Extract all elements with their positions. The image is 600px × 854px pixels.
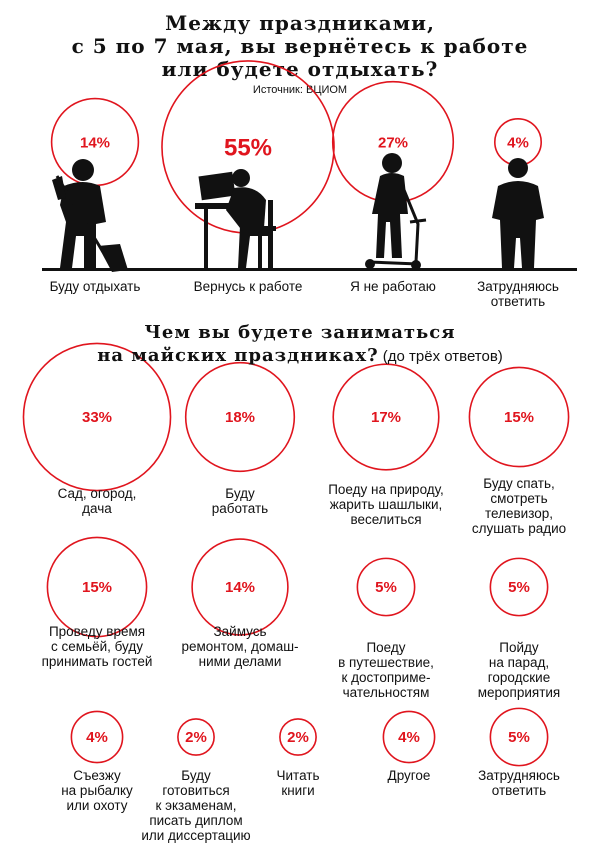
category-label-q2-0: Сад, огород, дача xyxy=(57,486,137,516)
bubble-q2-4 xyxy=(46,536,148,638)
bubble-q2-5 xyxy=(191,538,289,636)
bubble-q2-11 xyxy=(382,710,436,764)
category-label-q2-9: Буду готовиться к экзаменам, писать дипл… xyxy=(141,768,251,843)
value-label-q1-2: 27% xyxy=(378,134,408,151)
title-line-1: Между праздниками, xyxy=(165,11,435,35)
category-label-q2-1: Буду работать xyxy=(211,486,269,516)
category-label-q2-2: Поеду на природу, жарить шашлыки, весели… xyxy=(328,482,444,527)
bubble-q2-8 xyxy=(70,710,124,764)
title-line-2: с 5 по 7 мая, вы вернётесь к работе xyxy=(71,34,529,58)
question2-title: Чем вы будете заниматься на майских праз… xyxy=(0,321,600,368)
category-label-q2-6: Поеду в путешествие, к достоприме- чател… xyxy=(338,640,434,700)
value-label-q2-5: 14% xyxy=(225,579,255,596)
value-label-q2-3: 15% xyxy=(504,409,534,426)
bubble-q2-1 xyxy=(184,361,296,473)
person-on-scooter-icon xyxy=(365,153,427,270)
bubble-q2-0 xyxy=(22,342,172,492)
value-label-q2-4: 15% xyxy=(82,579,112,596)
category-label-q1-2: Я не работаю xyxy=(350,279,436,294)
bubble-q2-2 xyxy=(332,363,440,471)
value-label-q2-0: 33% xyxy=(82,409,112,426)
question2-line-2: на майских праздниках? xyxy=(97,345,379,366)
value-label-q1-3: 4% xyxy=(507,134,529,151)
category-label-q2-11: Другое xyxy=(387,768,431,783)
ground-line xyxy=(42,268,577,271)
value-label-q2-1: 18% xyxy=(225,409,255,426)
bubble-q2-12 xyxy=(489,707,549,767)
value-label-q2-7: 5% xyxy=(508,579,530,596)
category-label-q2-4: Проведу время с семьёй, буду принимать г… xyxy=(41,624,153,669)
bubble-q2-6 xyxy=(356,557,416,617)
value-label-q2-9: 2% xyxy=(185,729,207,746)
question2-line-1: Чем вы будете заниматься xyxy=(144,322,456,343)
value-label-q1-1: 55% xyxy=(224,134,272,161)
value-label-q2-2: 17% xyxy=(371,409,401,426)
person-at-computer-icon xyxy=(195,169,276,270)
person-standing-icon xyxy=(492,158,544,268)
source-note: Источник: ВЦИОМ xyxy=(252,84,348,96)
value-label-q1-0: 14% xyxy=(80,134,110,151)
category-label-q2-12: Затрудняюсь ответить xyxy=(478,768,560,798)
category-label-q2-10: Читать книги xyxy=(276,768,320,798)
value-label-q2-6: 5% xyxy=(375,579,397,596)
value-label-q2-12: 5% xyxy=(508,729,530,746)
bubble-q2-3 xyxy=(468,366,570,468)
category-label-q1-3: Затрудняюсь ответить xyxy=(477,279,559,309)
category-label-q2-3: Буду спать, смотреть телевизор, слушать … xyxy=(471,476,567,536)
value-label-q2-11: 4% xyxy=(398,729,420,746)
value-label-q2-8: 4% xyxy=(86,729,108,746)
bubble-q2-7 xyxy=(489,557,549,617)
category-label-q2-7: Пойду на парад, городские мероприятия xyxy=(477,640,561,700)
category-label-q1-0: Буду отдыхать xyxy=(49,279,141,294)
bubble-q2-10 xyxy=(279,718,317,756)
question2-note: (до трёх ответов) xyxy=(378,348,503,365)
person-with-shovel-icon xyxy=(52,159,128,272)
category-label-q2-5: Займусь ремонтом, домаш- ними делами xyxy=(181,624,299,669)
value-label-q2-10: 2% xyxy=(287,729,309,746)
category-label-q1-1: Вернусь к работе xyxy=(193,279,303,294)
category-label-q2-8: Съезжу на рыбалку или охоту xyxy=(61,768,133,813)
bubble-q2-9 xyxy=(177,718,215,756)
